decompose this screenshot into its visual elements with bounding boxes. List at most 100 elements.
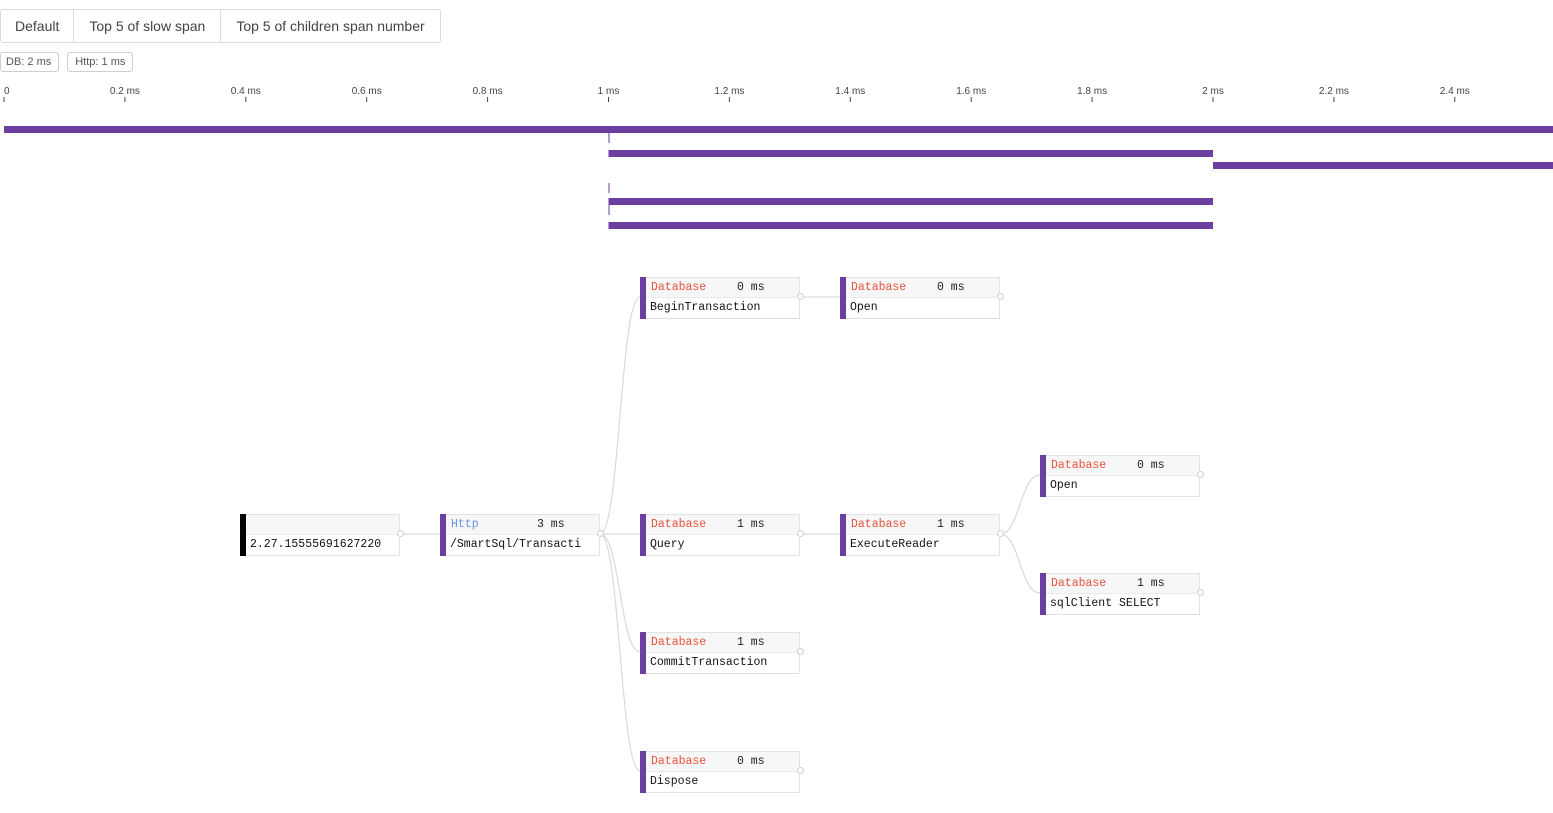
span-duration: 0 ms bbox=[1137, 459, 1165, 472]
span-type-bar bbox=[640, 277, 646, 319]
timeline-tick-label: 0.8 ms bbox=[473, 86, 503, 97]
expand-toggle-icon[interactable] bbox=[797, 530, 804, 537]
timeline-span-marker[interactable] bbox=[608, 133, 610, 143]
span-type-bar bbox=[640, 632, 646, 674]
span-name: Query bbox=[650, 538, 685, 551]
span-card-header: Database 1 ms bbox=[1046, 574, 1199, 594]
span-card: Database 1 ms Query bbox=[646, 514, 800, 556]
span-node-commit[interactable]: Database 1 ms CommitTransaction bbox=[640, 632, 804, 674]
summary-tags: DB: 2 ms Http: 1 ms bbox=[0, 52, 134, 72]
span-name: CommitTransaction bbox=[650, 656, 768, 669]
timeline-span-bar[interactable] bbox=[608, 198, 1214, 205]
span-duration: 1 ms bbox=[937, 518, 965, 531]
timeline-tick-label: 0.4 ms bbox=[231, 86, 261, 97]
span-type: Database bbox=[1051, 459, 1107, 472]
expand-toggle-icon[interactable] bbox=[797, 293, 804, 300]
span-node-begin[interactable]: Database 0 ms BeginTransaction bbox=[640, 277, 804, 319]
span-duration: 1 ms bbox=[737, 636, 765, 649]
span-card-header: Database 1 ms bbox=[846, 515, 999, 535]
span-card-header: Database 0 ms bbox=[646, 278, 799, 298]
span-node-open1[interactable]: Database 0 ms Open bbox=[840, 277, 1004, 319]
span-duration: 1 ms bbox=[1137, 577, 1165, 590]
span-card: 2.27.15555691627220 bbox=[246, 514, 400, 556]
http-duration-tag[interactable]: Http: 1 ms bbox=[67, 52, 134, 72]
tab-top5-children-span[interactable]: Top 5 of children span number bbox=[236, 18, 425, 34]
span-card: Database 0 ms Open bbox=[1046, 455, 1200, 497]
timeline-span-marker[interactable] bbox=[608, 205, 610, 215]
span-duration: 0 ms bbox=[737, 755, 765, 768]
timeline-tick-label: 1.4 ms bbox=[835, 86, 865, 97]
span-type: Http bbox=[451, 518, 479, 531]
expand-toggle-icon[interactable] bbox=[397, 530, 404, 537]
span-type-bar bbox=[440, 514, 446, 556]
trace-root-node[interactable]: 2.27.15555691627220 bbox=[240, 514, 404, 556]
span-link bbox=[999, 533, 1041, 594]
tab-default[interactable]: Default bbox=[1, 10, 75, 42]
span-card: Database 0 ms Dispose bbox=[646, 751, 800, 793]
span-timeline: 0 0.2 ms 0.4 ms 0.6 ms 0.8 ms 1 ms 1.2 ms 1.4 m… bbox=[3, 86, 1553, 229]
span-name: ExecuteReader bbox=[850, 538, 940, 551]
timeline-tick-label: 0.6 ms bbox=[352, 86, 382, 97]
span-node-open2[interactable]: Database 0 ms Open bbox=[1040, 455, 1204, 497]
span-card: Database 0 ms Open bbox=[846, 277, 1000, 319]
span-node-http[interactable]: Http 3 ms/SmartSql/Transacti bbox=[440, 514, 604, 556]
timeline-tick-label: 0.2 ms bbox=[110, 86, 140, 97]
expand-toggle-icon[interactable] bbox=[797, 767, 804, 774]
span-link bbox=[999, 474, 1041, 535]
expand-toggle-icon[interactable] bbox=[797, 648, 804, 655]
span-link bbox=[599, 533, 641, 653]
timeline-span-bar[interactable] bbox=[1213, 162, 1553, 169]
timeline-span-marker[interactable] bbox=[608, 183, 610, 193]
span-node-query[interactable]: Database 1 ms Query bbox=[640, 514, 804, 556]
span-name: 2.27.15555691627220 bbox=[250, 538, 382, 551]
timeline-tick-label: 1.2 ms bbox=[714, 86, 744, 97]
expand-toggle-icon[interactable] bbox=[597, 530, 604, 537]
span-name: Open bbox=[1050, 479, 1078, 492]
tab-top5-slow-span[interactable]: Top 5 of slow span bbox=[74, 10, 222, 42]
timeline-tick-label: 2 ms bbox=[1202, 86, 1224, 97]
span-type: Database bbox=[651, 755, 707, 768]
timeline-tick-label: 2.4 ms bbox=[1440, 86, 1470, 97]
span-type-bar bbox=[640, 514, 646, 556]
expand-toggle-icon[interactable] bbox=[1197, 471, 1204, 478]
span-node-exec[interactable]: Database 1 ms ExecuteReader bbox=[840, 514, 1004, 556]
span-type: Database bbox=[651, 636, 707, 649]
timeline-tick-label: 1.6 ms bbox=[956, 86, 986, 97]
span-type-bar bbox=[1040, 573, 1046, 615]
span-duration: 3 ms bbox=[537, 518, 565, 531]
span-card-header: Database 1 ms bbox=[646, 633, 799, 653]
span-type-bar bbox=[640, 751, 646, 793]
span-type-bar bbox=[1040, 455, 1046, 497]
span-name: /SmartSql/Transacti bbox=[450, 538, 582, 551]
span-type-bar bbox=[240, 514, 246, 556]
span-duration: 0 ms bbox=[737, 281, 765, 294]
span-type: Database bbox=[651, 518, 707, 531]
span-card-header: Database 0 ms bbox=[1046, 456, 1199, 476]
span-card: Database 0 ms BeginTransaction bbox=[646, 277, 800, 319]
span-type: Database bbox=[851, 281, 907, 294]
span-type: Database bbox=[651, 281, 707, 294]
span-card-header: Http 3 ms bbox=[446, 515, 599, 535]
span-duration: 1 ms bbox=[737, 518, 765, 531]
span-name: sqlClient SELECT bbox=[1050, 597, 1161, 610]
span-card-header: Database 0 ms bbox=[846, 278, 999, 298]
span-node-dispose[interactable]: Database 0 ms Dispose bbox=[640, 751, 804, 793]
expand-toggle-icon[interactable] bbox=[1197, 589, 1204, 596]
timeline-tick-label: 1 ms bbox=[598, 86, 620, 97]
span-card-header bbox=[246, 515, 399, 535]
db-duration-tag[interactable]: DB: 2 ms bbox=[0, 52, 60, 72]
span-card: Database 1 ms sqlClient SELECT bbox=[1046, 573, 1200, 615]
span-card-header: Database 1 ms bbox=[646, 515, 799, 535]
span-card: Database 1 ms CommitTransaction bbox=[646, 632, 800, 674]
span-name: Dispose bbox=[650, 775, 699, 788]
span-name: Open bbox=[850, 301, 878, 314]
expand-toggle-icon[interactable] bbox=[997, 293, 1004, 300]
span-type: Database bbox=[851, 518, 907, 531]
span-links bbox=[399, 296, 1041, 772]
span-type-bar bbox=[840, 514, 846, 556]
expand-toggle-icon[interactable] bbox=[997, 530, 1004, 537]
timeline-span-bar[interactable] bbox=[4, 126, 1553, 133]
span-node-select[interactable]: Database 1 ms sqlClient SELECT bbox=[1040, 573, 1204, 615]
timeline-span-bar[interactable] bbox=[608, 150, 1214, 157]
timeline-span-bar[interactable] bbox=[608, 222, 1214, 229]
